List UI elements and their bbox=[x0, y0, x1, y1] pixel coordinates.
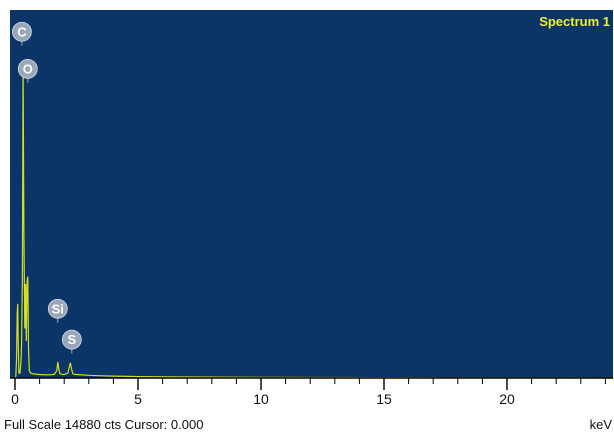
element-label-badge bbox=[17, 58, 38, 79]
element-peak-labels: C O Si S bbox=[11, 21, 82, 354]
x-tick-label: 5 bbox=[134, 391, 142, 407]
full-scale-cursor-readout: Full Scale 14880 cts Cursor: 0.000 bbox=[4, 417, 203, 432]
element-label-text: Si bbox=[52, 301, 64, 316]
element-label-badge bbox=[61, 329, 82, 350]
x-axis-unit-label: keV bbox=[590, 417, 613, 432]
x-axis-ticks: 0 5 10 15 20 bbox=[11, 378, 606, 407]
x-tick-label: 0 bbox=[11, 391, 19, 407]
element-label-o[interactable]: O bbox=[17, 58, 38, 83]
x-tick-label: 10 bbox=[253, 391, 269, 407]
element-label-badge bbox=[47, 298, 68, 319]
x-tick-label: 20 bbox=[499, 391, 515, 407]
element-label-text: C bbox=[17, 24, 27, 39]
element-label-s[interactable]: S bbox=[61, 329, 82, 354]
plot-area[interactable] bbox=[10, 10, 613, 378]
element-label-c[interactable]: C bbox=[11, 21, 32, 46]
chart-title: Spectrum 1 bbox=[539, 14, 610, 29]
element-label-text: S bbox=[67, 332, 76, 347]
spectrum-series-line bbox=[15, 67, 614, 379]
x-tick-label: 15 bbox=[376, 391, 392, 407]
element-label-badge bbox=[11, 21, 32, 42]
element-label-text: O bbox=[23, 61, 33, 76]
element-label-si[interactable]: Si bbox=[47, 298, 68, 323]
